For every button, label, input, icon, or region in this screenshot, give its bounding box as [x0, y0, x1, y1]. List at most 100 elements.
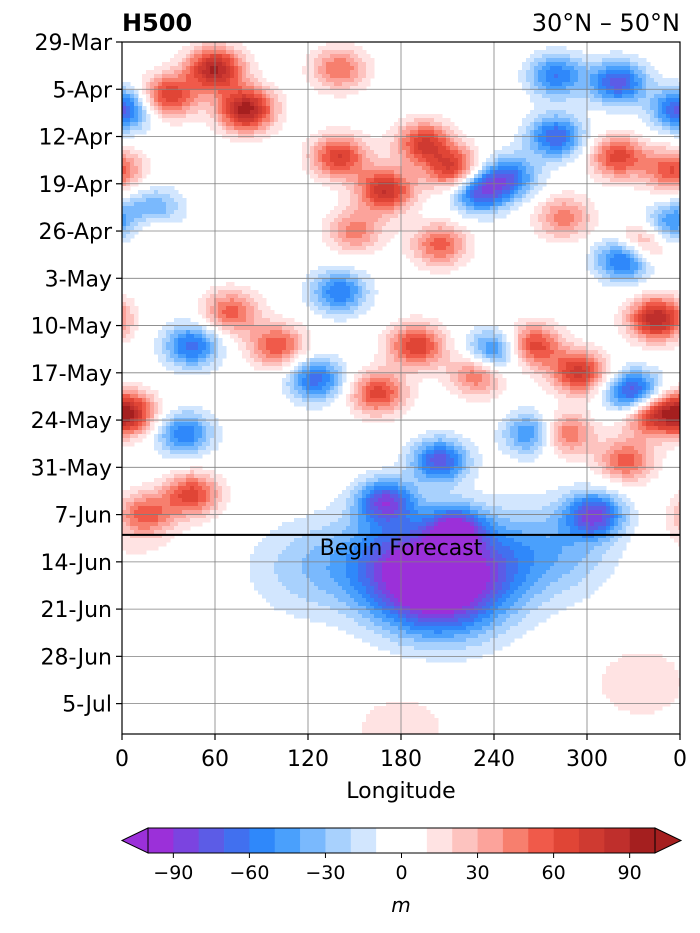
field-cell [562, 162, 567, 167]
field-cell [442, 142, 447, 147]
field-cell [642, 306, 647, 311]
field-cell [574, 138, 579, 143]
field-cell [318, 286, 323, 291]
field-cell [574, 154, 579, 159]
field-cell [410, 218, 415, 223]
field-cell [370, 202, 375, 207]
field-cell [650, 222, 655, 227]
field-cell [618, 62, 623, 67]
field-cell [442, 258, 447, 263]
field-cell [326, 230, 331, 235]
field-cell [154, 194, 159, 199]
field-cell [638, 226, 643, 231]
field-cell [162, 334, 167, 339]
field-cell [626, 138, 631, 143]
field-cell [406, 330, 411, 335]
field-cell [374, 246, 379, 251]
field-cell [166, 70, 171, 75]
field-cell [230, 334, 235, 339]
field-cell [362, 190, 367, 195]
field-cell [458, 142, 463, 147]
field-cell [654, 158, 659, 163]
field-cell [534, 322, 539, 327]
field-cell [430, 130, 435, 135]
field-cell [538, 62, 543, 67]
field-cell [670, 310, 675, 315]
field-cell [502, 158, 507, 163]
field-cell [222, 74, 227, 79]
field-cell [150, 206, 155, 211]
field-cell [166, 190, 171, 195]
field-cell [450, 146, 455, 151]
field-cell [442, 234, 447, 239]
field-cell [606, 282, 611, 287]
field-cell [566, 150, 571, 155]
field-cell [334, 90, 339, 95]
field-cell [350, 150, 355, 155]
field-cell [178, 54, 183, 59]
field-cell [162, 74, 167, 79]
field-cell [446, 146, 451, 151]
field-cell [378, 186, 383, 191]
field-cell [158, 74, 163, 79]
field-cell [630, 54, 635, 59]
field-cell [594, 166, 599, 171]
field-cell [546, 50, 551, 55]
field-cell [206, 50, 211, 55]
field-cell [634, 162, 639, 167]
field-cell [650, 218, 655, 223]
field-cell [182, 118, 187, 123]
field-cell [146, 162, 151, 167]
field-cell [426, 326, 431, 331]
field-cell [198, 42, 203, 47]
field-cell [678, 234, 680, 239]
field-cell [458, 170, 463, 175]
field-cell [658, 326, 663, 331]
field-cell [466, 138, 471, 143]
field-cell [246, 298, 251, 303]
field-cell [274, 122, 279, 127]
field-cell [322, 286, 327, 291]
field-cell [342, 82, 347, 87]
field-cell [242, 106, 247, 111]
field-cell [226, 74, 231, 79]
field-cell [554, 66, 559, 71]
field-cell [566, 54, 571, 59]
field-cell [554, 194, 559, 199]
field-cell [190, 46, 195, 51]
field-cell [486, 194, 491, 199]
field-cell [546, 142, 551, 147]
field-cell [362, 222, 367, 227]
field-cell [522, 130, 527, 135]
field-cell [546, 218, 551, 223]
field-cell [226, 42, 231, 47]
field-cell [546, 162, 551, 167]
field-cell [450, 158, 455, 163]
field-cell [142, 82, 147, 87]
field-cell [302, 326, 307, 331]
field-cell [330, 90, 335, 95]
field-cell [314, 278, 319, 283]
field-cell [350, 42, 355, 47]
field-cell [642, 58, 647, 63]
field-cell [618, 154, 623, 159]
field-cell [626, 78, 631, 83]
field-cell [570, 106, 575, 111]
field-cell [674, 202, 679, 207]
field-cell [670, 178, 675, 183]
field-cell [678, 310, 680, 315]
field-cell [334, 290, 339, 295]
field-cell [274, 318, 279, 323]
field-cell [454, 158, 459, 163]
field-cell [398, 126, 403, 131]
field-cell [550, 142, 555, 147]
field-cell [518, 142, 523, 147]
field-cell [646, 170, 651, 175]
field-cell [334, 186, 339, 191]
field-cell [394, 190, 399, 195]
field-cell [610, 278, 615, 283]
field-cell [230, 330, 235, 335]
field-cell [406, 206, 411, 211]
field-cell [338, 42, 343, 47]
field-cell [206, 62, 211, 67]
